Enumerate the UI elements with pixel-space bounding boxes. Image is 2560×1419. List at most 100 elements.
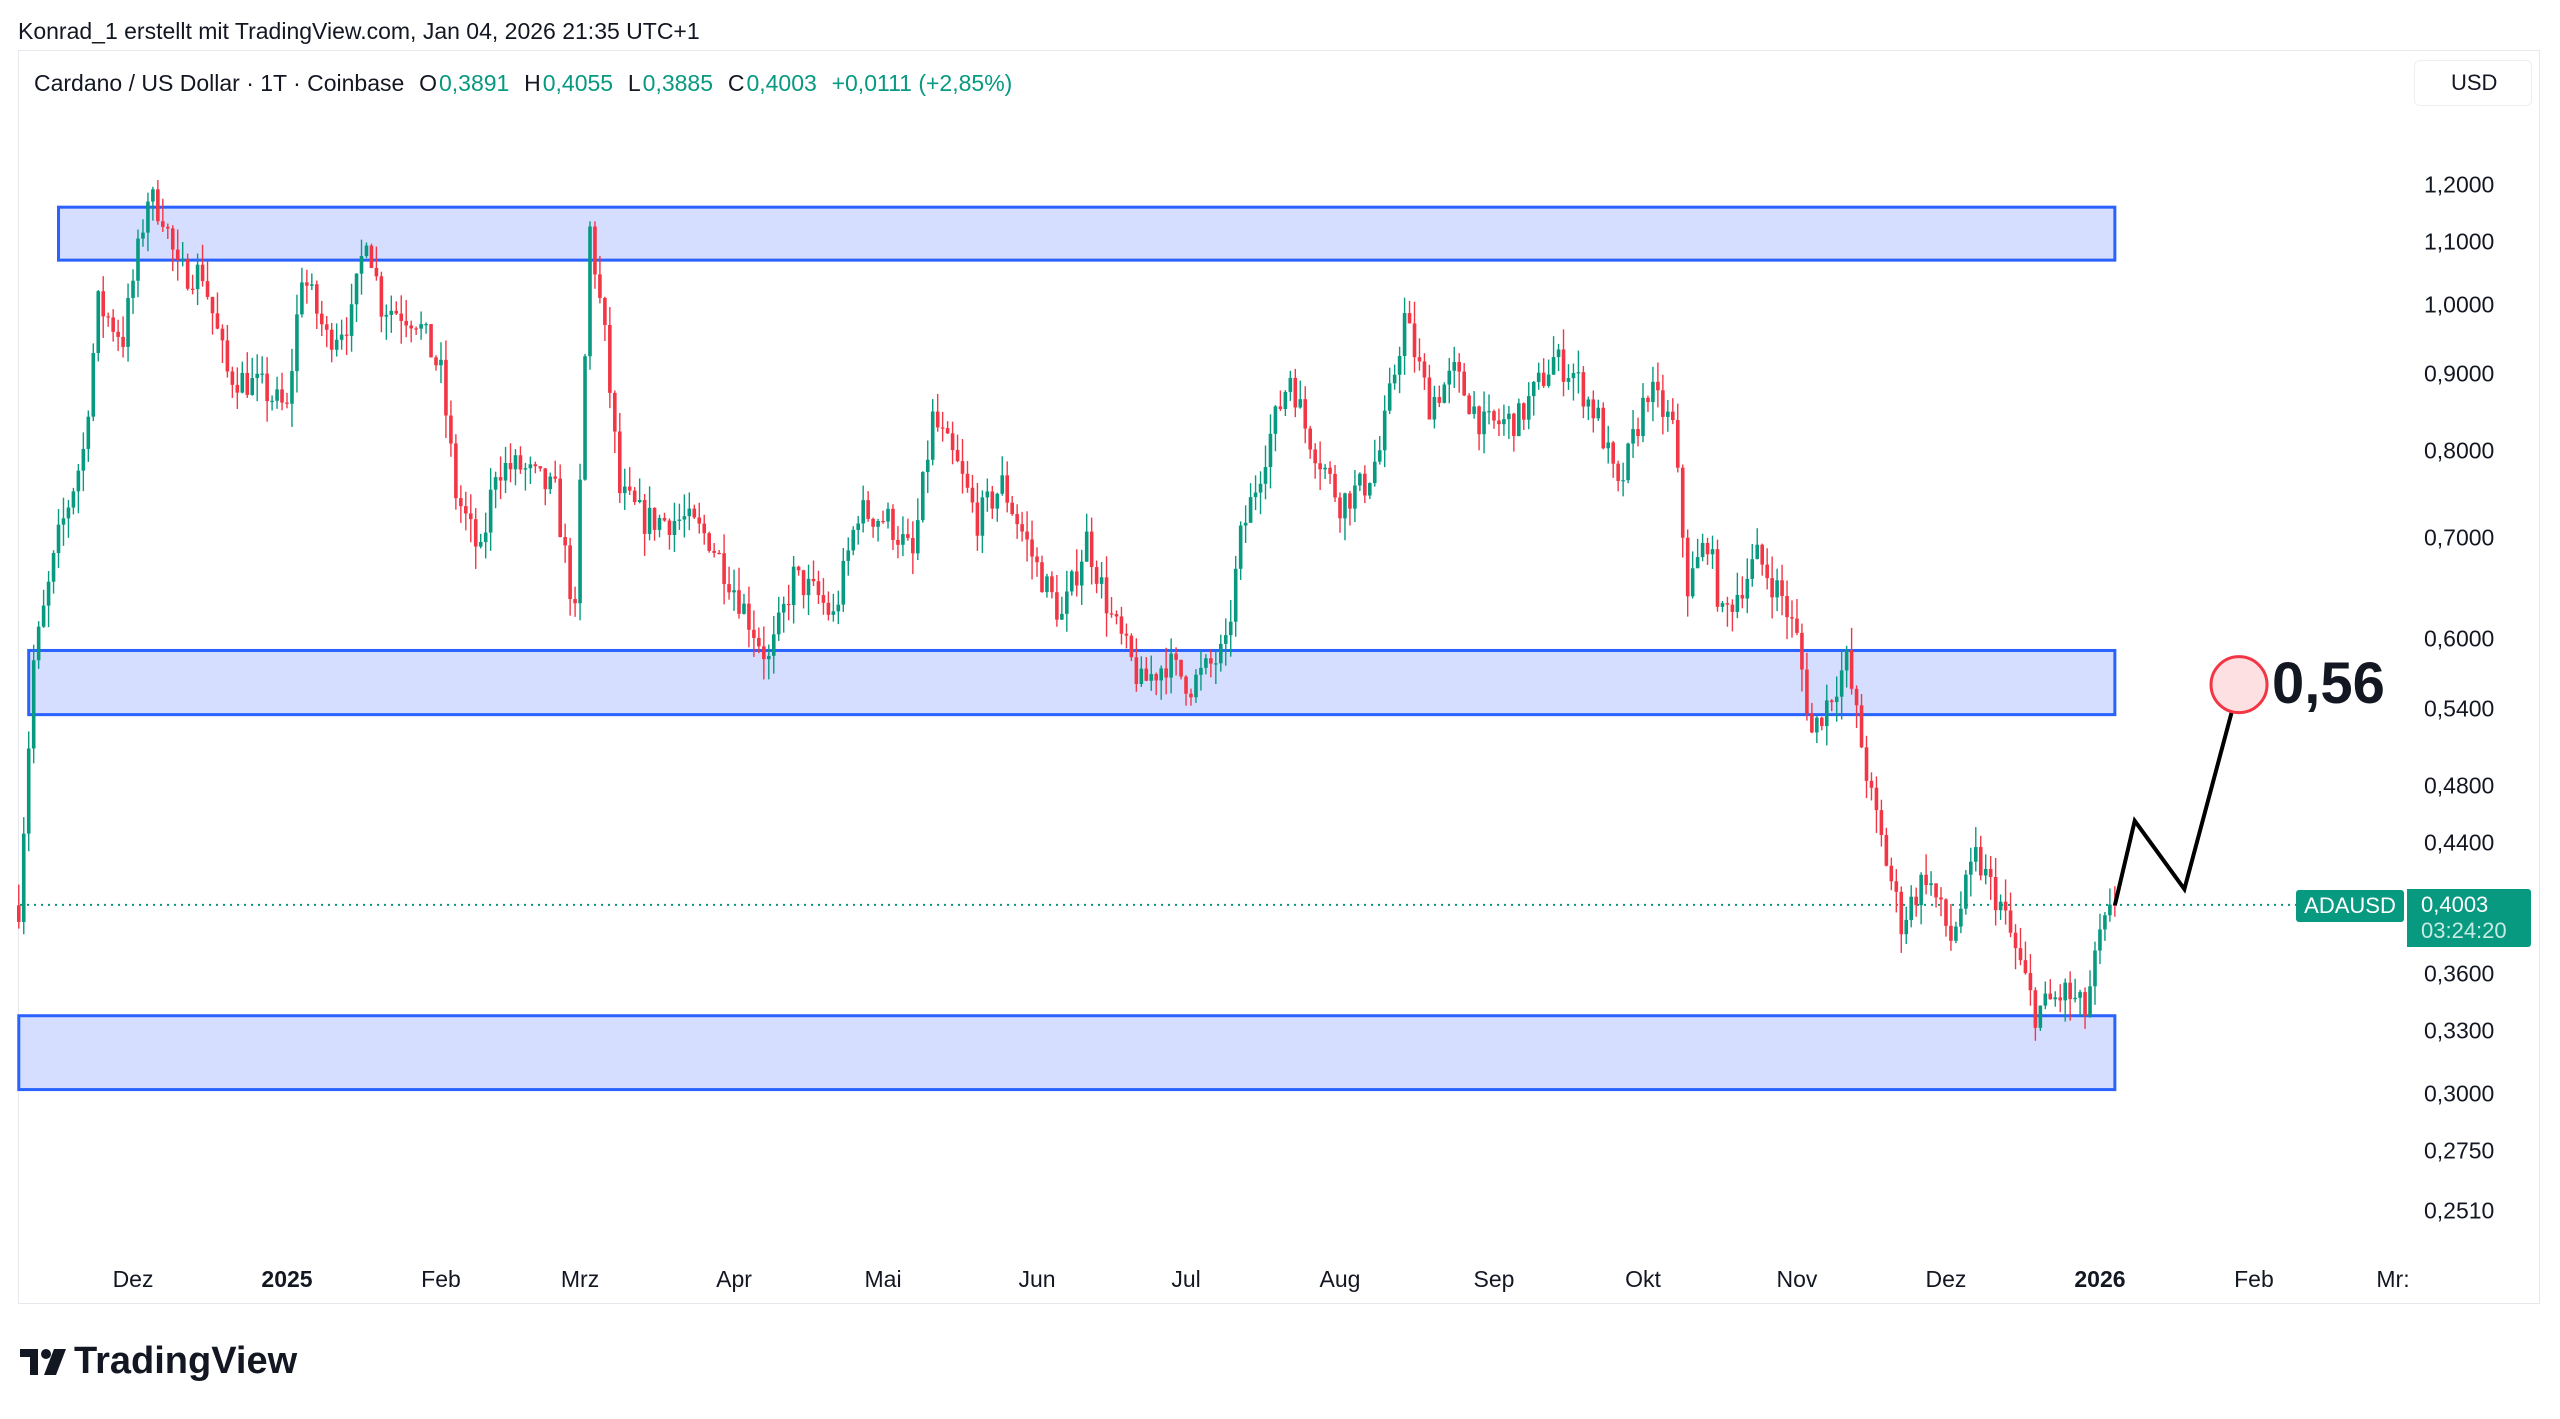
candle xyxy=(1775,568,1779,612)
candle xyxy=(851,526,856,556)
candle-body xyxy=(578,479,582,604)
currency-button[interactable]: USD xyxy=(2414,60,2532,106)
candle-body xyxy=(1204,658,1208,668)
candle xyxy=(1243,505,1248,543)
candle xyxy=(1879,799,1884,847)
candle-body xyxy=(1666,411,1670,417)
candle xyxy=(1258,471,1263,515)
candle xyxy=(1323,464,1327,480)
candle xyxy=(1641,383,1645,443)
resistance-zone[interactable] xyxy=(57,205,2117,262)
tradingview-logo-icon xyxy=(20,1348,66,1375)
candle xyxy=(409,320,413,343)
candle xyxy=(165,223,170,239)
candle xyxy=(1318,441,1322,490)
candle-body xyxy=(1074,571,1079,586)
candle-body xyxy=(359,256,364,274)
candle-body xyxy=(1993,876,1998,911)
candle xyxy=(71,487,76,515)
candle-body xyxy=(96,291,101,353)
candle xyxy=(1248,483,1253,523)
mid-support-zone[interactable] xyxy=(27,648,2117,717)
symbol-title[interactable]: Cardano / US Dollar · 1T · Coinbase xyxy=(34,70,405,96)
candle-body xyxy=(121,336,125,347)
candle-body xyxy=(538,466,543,469)
bottom-support-zone[interactable] xyxy=(17,1014,2117,1092)
candle xyxy=(1363,465,1367,504)
candle xyxy=(886,502,890,529)
candle-body xyxy=(1372,461,1377,484)
candle-body xyxy=(2038,1005,2043,1028)
candle xyxy=(1939,887,1943,917)
candle-body xyxy=(81,448,86,471)
candle xyxy=(1978,835,1983,881)
candle xyxy=(598,255,602,304)
candle xyxy=(945,421,950,435)
candle-body xyxy=(409,325,413,329)
candle xyxy=(732,569,736,611)
candle-body xyxy=(732,590,736,593)
candle-body xyxy=(1452,361,1457,371)
candle-body xyxy=(940,427,945,429)
candle-body xyxy=(1636,429,1640,437)
candle xyxy=(1204,654,1208,675)
candle-body xyxy=(717,552,721,555)
candle-body xyxy=(2103,915,2107,930)
candle xyxy=(568,537,572,616)
candle xyxy=(1427,364,1432,420)
candle xyxy=(459,485,463,523)
candle-body xyxy=(1392,374,1397,384)
price-axis-label: 0,2750 xyxy=(2424,1137,2495,1164)
candle xyxy=(1447,357,1452,404)
candle-body xyxy=(677,519,682,521)
candle-body xyxy=(483,532,488,542)
candle-body xyxy=(1601,407,1606,449)
candle-body xyxy=(1069,571,1074,592)
candle-body xyxy=(478,541,483,547)
candle xyxy=(2068,971,2072,1021)
candle xyxy=(816,570,821,605)
candle xyxy=(26,731,31,852)
candle xyxy=(1725,596,1730,627)
time-axis-label: Nov xyxy=(1776,1266,1818,1292)
candle xyxy=(1372,439,1377,487)
candle-body xyxy=(1194,674,1198,698)
candle xyxy=(2103,912,2107,941)
candle-body xyxy=(881,520,885,523)
candle-body xyxy=(811,578,816,582)
candle xyxy=(1397,346,1402,394)
tradingview-logo[interactable]: TradingView xyxy=(20,1340,297,1383)
candle xyxy=(1651,366,1655,422)
candle xyxy=(811,560,816,586)
candle-body xyxy=(300,282,304,315)
candle xyxy=(498,456,503,500)
candle-body xyxy=(111,317,115,332)
candle-body xyxy=(1934,883,1938,898)
candle-body xyxy=(2043,993,2048,1006)
candle-body xyxy=(1417,357,1422,362)
candle-body xyxy=(647,507,652,534)
candle xyxy=(801,569,806,609)
candle-body xyxy=(916,520,920,554)
candle xyxy=(1765,548,1769,590)
candle-body xyxy=(1894,881,1899,892)
time-axis-label: Apr xyxy=(716,1266,752,1292)
candle-body xyxy=(1536,372,1541,382)
candle xyxy=(632,487,637,505)
candle xyxy=(1815,716,1819,744)
candle xyxy=(190,274,195,295)
candle-body xyxy=(508,462,513,470)
candle-body xyxy=(1760,544,1764,565)
candle xyxy=(1636,417,1640,447)
time-axis-label: 2026 xyxy=(2074,1266,2126,1292)
candle-body xyxy=(742,603,746,614)
candle-body xyxy=(622,486,627,494)
candle xyxy=(533,461,538,474)
candle xyxy=(727,566,731,600)
candle xyxy=(131,269,135,314)
candle xyxy=(588,221,592,370)
candle-body xyxy=(1983,868,1988,876)
candle-body xyxy=(2028,973,2033,991)
candle-body xyxy=(692,508,697,518)
